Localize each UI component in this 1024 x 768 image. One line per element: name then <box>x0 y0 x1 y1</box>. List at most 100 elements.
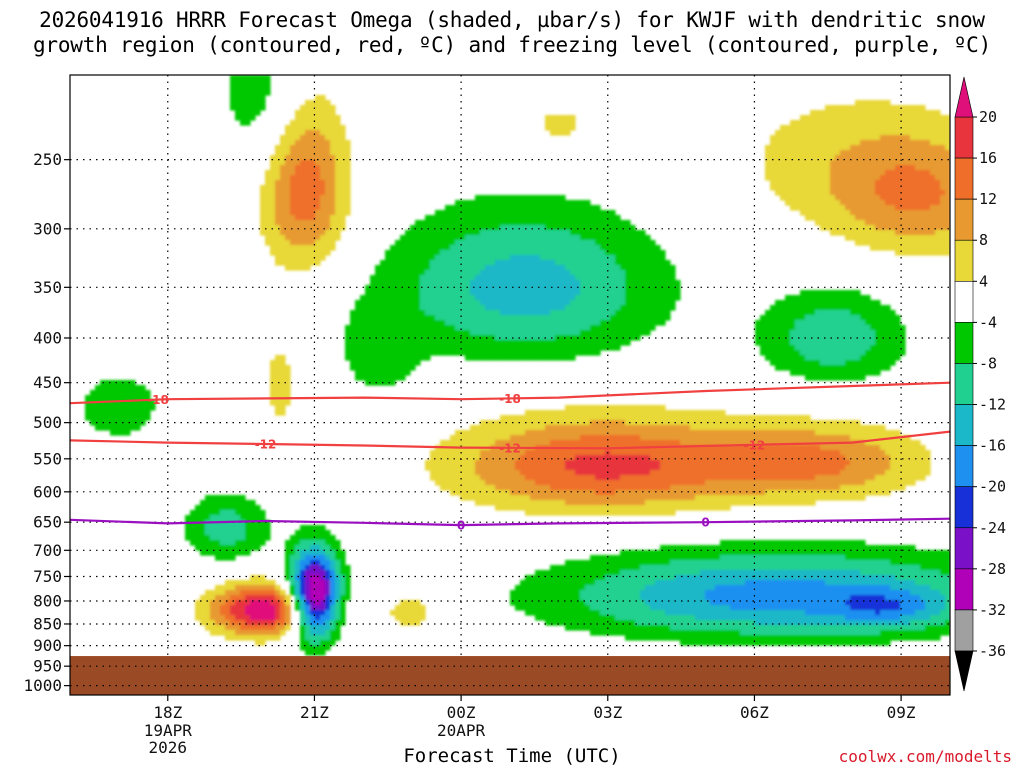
omega-cell <box>320 580 326 586</box>
omega-cell <box>610 325 616 331</box>
omega-cell <box>670 305 676 311</box>
omega-cell <box>575 590 581 596</box>
omega-cell <box>410 235 416 241</box>
omega-cell <box>645 475 651 481</box>
omega-cell <box>675 500 681 506</box>
omega-cell <box>590 220 596 226</box>
omega-cell <box>300 525 306 531</box>
omega-cell <box>645 565 651 571</box>
omega-cell <box>200 510 206 516</box>
omega-cell <box>385 260 391 266</box>
omega-cell <box>375 290 381 296</box>
omega-cell <box>645 465 651 471</box>
omega-cell <box>485 425 491 431</box>
omega-cell <box>710 545 716 551</box>
omega-cell <box>435 320 441 326</box>
omega-cell <box>555 500 561 506</box>
omega-cell <box>520 485 526 491</box>
omega-cell <box>665 490 671 496</box>
omega-cell <box>450 280 456 286</box>
omega-cell <box>670 275 676 281</box>
omega-cell <box>575 250 581 256</box>
omega-cell <box>275 635 281 641</box>
omega-cell <box>585 225 591 231</box>
omega-cell <box>140 385 146 391</box>
omega-cell <box>480 460 486 466</box>
omega-cell <box>475 335 481 341</box>
omega-cell <box>650 425 656 431</box>
omega-cell <box>340 560 346 566</box>
omega-cell <box>470 305 476 311</box>
omega-cell <box>260 205 266 211</box>
omega-cell <box>410 360 416 366</box>
omega-cell <box>645 555 651 561</box>
omega-cell <box>595 590 601 596</box>
omega-cell <box>550 255 556 261</box>
omega-cell <box>660 455 666 461</box>
omega-cell <box>570 280 576 286</box>
omega-cell <box>420 355 426 361</box>
omega-cell <box>590 320 596 326</box>
omega-cell <box>365 340 371 346</box>
omega-cell <box>530 500 536 506</box>
omega-cell <box>580 455 586 461</box>
omega-cell <box>700 550 706 556</box>
omega-cell <box>415 615 421 621</box>
omega-cell <box>610 590 616 596</box>
omega-cell <box>125 415 131 421</box>
omega-cell <box>300 585 306 591</box>
omega-cell <box>280 400 286 406</box>
omega-cell <box>275 625 281 631</box>
omega-cell <box>565 320 571 326</box>
omega-cell <box>720 430 726 436</box>
omega-cell <box>575 475 581 481</box>
omega-cell <box>630 325 636 331</box>
omega-cell <box>310 545 316 551</box>
omega-cell <box>500 295 506 301</box>
omega-cell <box>305 145 311 151</box>
omega-cell <box>720 540 726 546</box>
omega-cell <box>665 420 671 426</box>
omega-cell <box>560 455 566 461</box>
omega-cell <box>545 195 551 201</box>
omega-cell <box>465 320 471 326</box>
omega-cell <box>315 155 321 161</box>
omega-cell <box>410 355 416 361</box>
omega-cell <box>440 470 446 476</box>
omega-cell <box>255 545 261 551</box>
omega-cell <box>365 375 371 381</box>
omega-cell <box>340 565 346 571</box>
omega-cell <box>575 615 581 621</box>
omega-cell <box>315 230 321 236</box>
omega-cell <box>615 330 621 336</box>
omega-cell <box>500 425 506 431</box>
omega-cell <box>420 225 426 231</box>
omega-cell <box>650 595 656 601</box>
omega-cell <box>395 305 401 311</box>
omega-cell <box>600 260 606 266</box>
omega-cell <box>205 535 211 541</box>
omega-cell <box>685 475 691 481</box>
omega-cell <box>695 560 701 566</box>
omega-cell <box>675 485 681 491</box>
omega-cell <box>90 415 96 421</box>
omega-cell <box>465 225 471 231</box>
omega-cell <box>485 480 491 486</box>
omega-cell <box>585 220 591 226</box>
omega-cell <box>465 330 471 336</box>
omega-cell <box>295 160 301 166</box>
omega-cell <box>480 325 486 331</box>
omega-cell <box>615 600 621 606</box>
omega-cell <box>450 470 456 476</box>
omega-cell <box>325 215 331 221</box>
omega-cell <box>490 325 496 331</box>
omega-cell <box>675 410 681 416</box>
omega-cell <box>215 595 221 601</box>
omega-cell <box>545 290 551 296</box>
omega-cell <box>325 545 331 551</box>
omega-cell <box>445 260 451 266</box>
omega-cell <box>530 275 536 281</box>
omega-cell <box>555 240 561 246</box>
omega-cell <box>665 280 671 286</box>
omega-cell <box>640 275 646 281</box>
